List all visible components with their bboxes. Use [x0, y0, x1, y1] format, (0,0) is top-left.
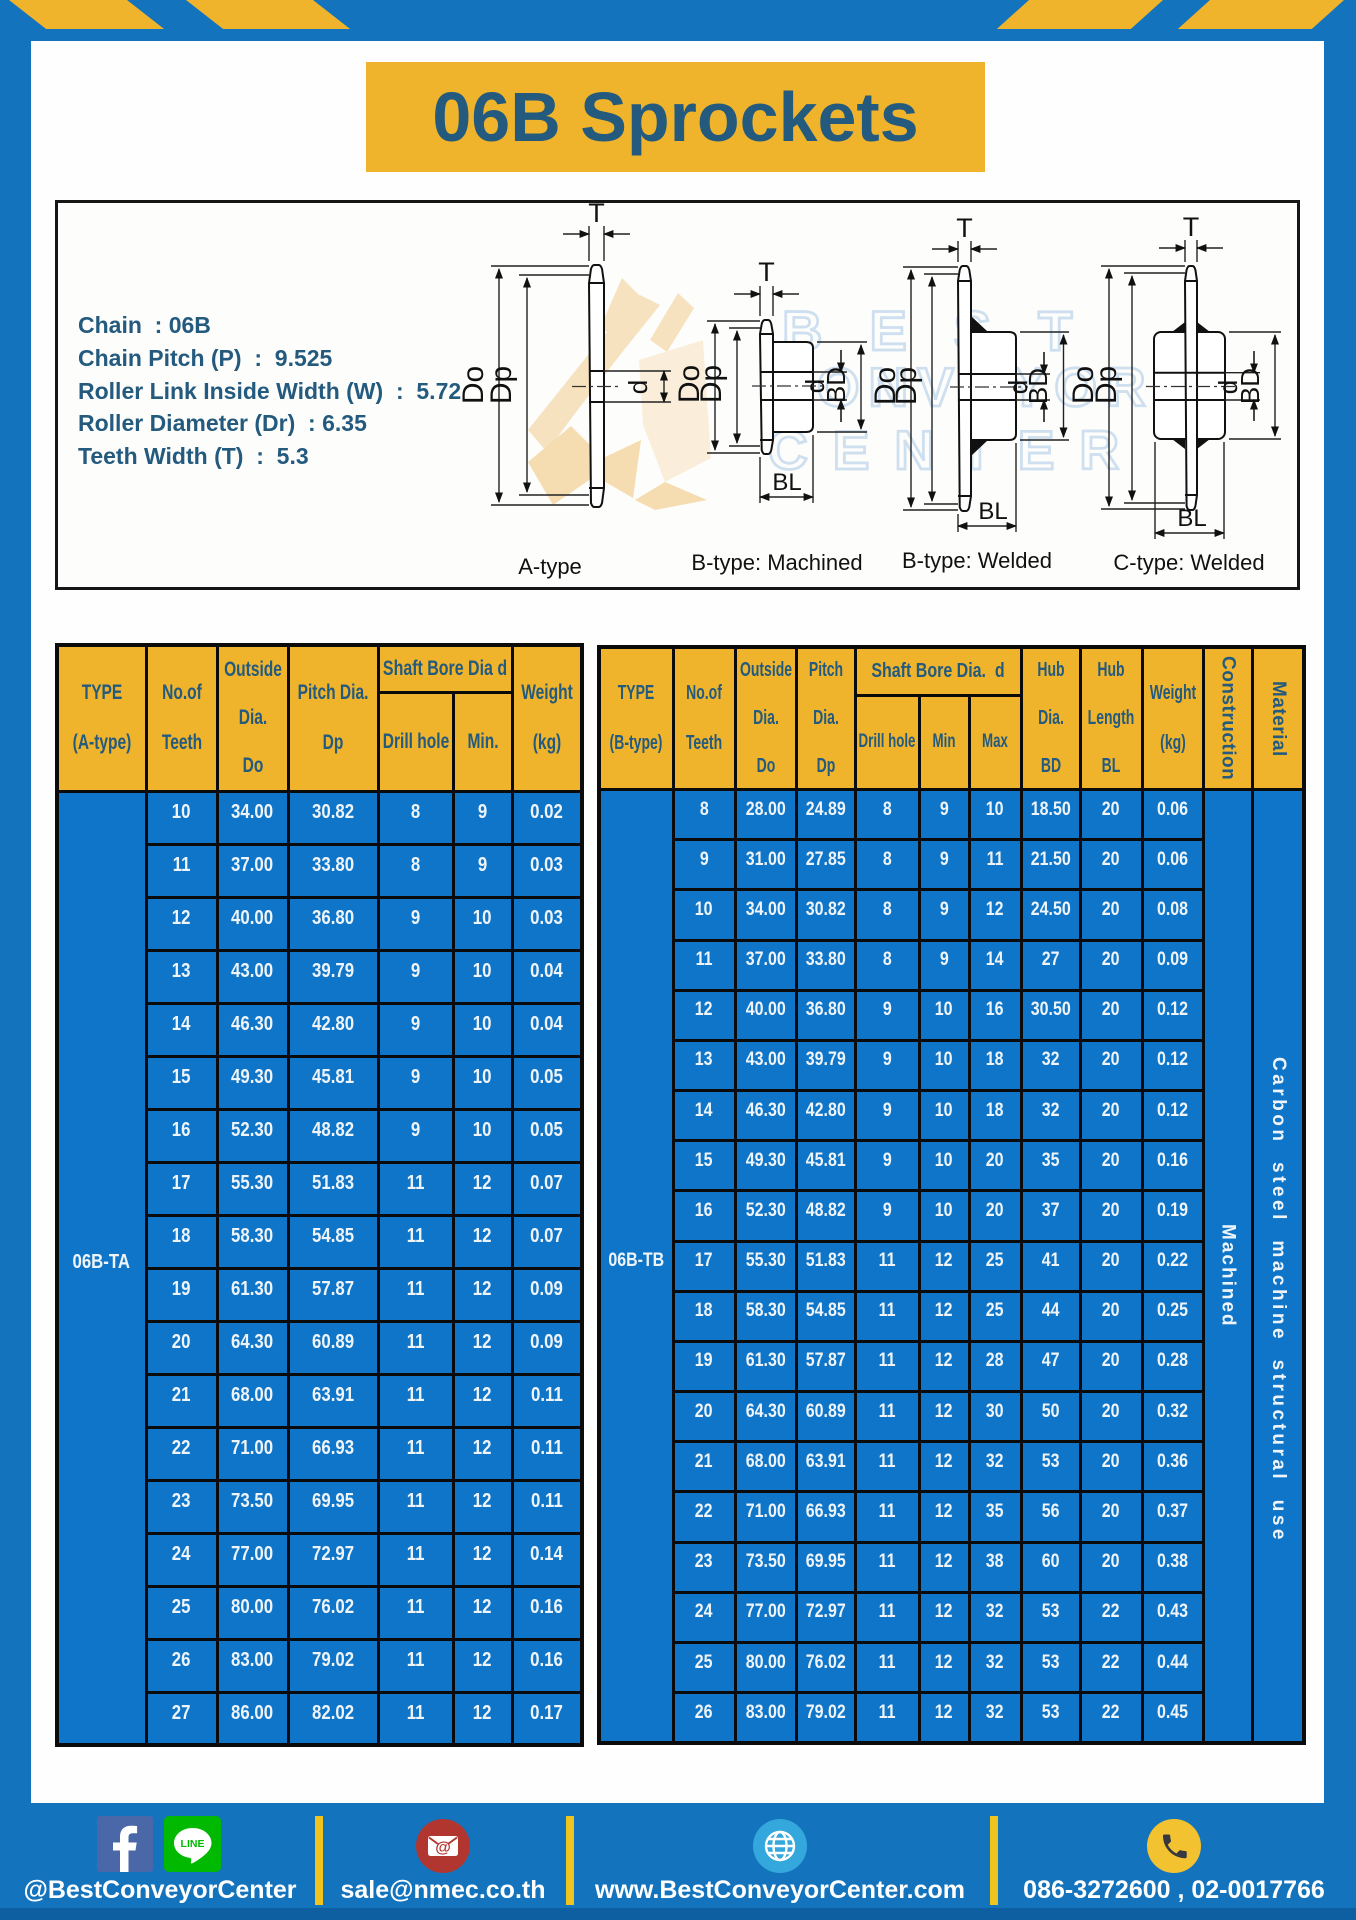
svg-text:BD: BD	[1235, 368, 1265, 404]
svg-text:T: T	[1183, 212, 1200, 242]
svg-text:B-type: Machined: B-type: Machined	[691, 550, 862, 575]
svg-text:d: d	[1003, 380, 1033, 394]
svg-text:T: T	[588, 200, 605, 228]
svg-text:Do: Do	[673, 365, 706, 403]
svg-text:Do: Do	[869, 367, 902, 405]
svg-text:BL: BL	[1177, 505, 1206, 532]
svg-text:Do: Do	[457, 366, 490, 404]
svg-text:T: T	[956, 213, 973, 243]
svg-text:LINE: LINE	[181, 1838, 205, 1850]
svg-text:BL: BL	[772, 469, 801, 496]
svg-text:T: T	[758, 257, 775, 287]
svg-text:A-type: A-type	[518, 554, 582, 579]
svg-text:BD: BD	[821, 367, 851, 403]
svg-text:Do: Do	[1067, 366, 1100, 404]
svg-text:C-type: Welded: C-type: Welded	[1113, 550, 1264, 575]
svg-text:d: d	[1213, 380, 1243, 394]
svg-text:@: @	[435, 1840, 451, 1857]
svg-text:Dp: Dp	[485, 366, 518, 404]
svg-text:BEST: BEST	[782, 299, 1119, 362]
svg-text:Dp: Dp	[890, 367, 923, 405]
svg-text:BL: BL	[978, 498, 1007, 525]
svg-text:d: d	[800, 379, 830, 393]
svg-text:BD: BD	[1023, 368, 1053, 404]
svg-text:Dp: Dp	[695, 365, 728, 403]
svg-text:CENTER: CENTER	[768, 419, 1144, 481]
svg-text:Dp: Dp	[1090, 366, 1123, 404]
svg-text:d: d	[623, 380, 653, 394]
svg-text:B-type: Welded: B-type: Welded	[902, 548, 1052, 573]
